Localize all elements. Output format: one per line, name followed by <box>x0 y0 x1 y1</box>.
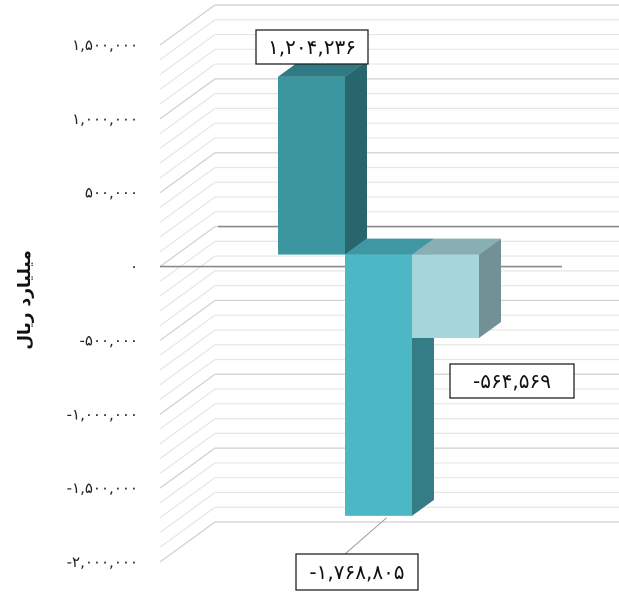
minor-gridline-side <box>159 93 216 135</box>
major-gridline-side <box>159 373 216 415</box>
minor-gridline-side <box>159 344 216 386</box>
minor-gridline-side <box>159 403 216 445</box>
minor-gridline-side <box>159 477 216 519</box>
major-gridline-side <box>159 78 216 120</box>
minor-gridline-side <box>159 211 216 253</box>
minor-gridline-side <box>159 285 216 327</box>
data-labels: ۱,۲۰۴,۲۳۶ -۱,۷۶۸,۸۰۵ -۵۶۴,۵۶۹ <box>255 29 575 591</box>
bars <box>278 60 501 516</box>
y-tick-label: -۲,۰۰۰,۰۰۰ <box>67 553 138 571</box>
minor-gridline-side <box>159 388 216 430</box>
bar-side <box>479 238 501 338</box>
y-tick-label: ۰ <box>130 258 138 276</box>
minor-gridline-side <box>159 270 216 312</box>
data-label-text: ۱,۲۰۴,۲۳۶ <box>268 35 356 59</box>
major-gridline-side <box>159 447 216 489</box>
leader-line <box>344 517 387 555</box>
bar-front <box>278 76 345 255</box>
y-tick-label: ۱,۰۰۰,۰۰۰ <box>72 110 138 128</box>
minor-gridline-side <box>159 196 216 238</box>
minor-gridline-side <box>159 418 216 460</box>
bar-top <box>278 60 367 77</box>
minor-gridline-side <box>159 137 216 179</box>
major-gridline-side <box>159 4 216 46</box>
major-gridline-side <box>159 521 216 563</box>
data-label-3: -۵۶۴,۵۶۹ <box>449 363 575 399</box>
y-tick-label: ۵۰۰,۰۰۰ <box>85 184 138 202</box>
minor-gridline-side <box>159 19 216 61</box>
minor-gridline-side <box>159 122 216 164</box>
data-label-2: -۱,۷۶۸,۸۰۵ <box>295 517 419 591</box>
minor-gridline-side <box>159 432 216 474</box>
minor-gridline-side <box>159 240 216 282</box>
data-label-box <box>295 553 419 591</box>
data-label-text: -۱,۷۶۸,۸۰۵ <box>309 560 404 584</box>
minor-gridline-side <box>159 506 216 548</box>
minor-gridline-side <box>159 34 216 76</box>
minor-gridline-side <box>159 462 216 504</box>
data-label-box <box>449 363 575 399</box>
y-tick-label: -۱,۰۰۰,۰۰۰ <box>67 405 138 423</box>
minor-gridline-side <box>159 329 216 371</box>
minor-gridline-side <box>159 255 216 297</box>
minor-gridline-side <box>159 491 216 533</box>
major-gridline-side <box>159 299 216 341</box>
minor-gridline-side <box>159 314 216 356</box>
bar-side <box>345 60 367 255</box>
y-tick-labels: ۱,۵۰۰,۰۰۰ ۱,۰۰۰,۰۰۰ ۵۰۰,۰۰۰ ۰ -۵۰۰,۰۰۰ -۱,۰۰۰… <box>67 36 138 571</box>
minor-gridline-side <box>159 167 216 208</box>
y-axis-label: میلیارد ریال <box>15 250 35 349</box>
bar-front <box>345 254 412 516</box>
major-gridline-side <box>159 152 216 194</box>
y-tick-label: -۱,۵۰۰,۰۰۰ <box>67 479 138 497</box>
minor-gridline-side <box>159 359 216 400</box>
y-tick-label: -۵۰۰,۰۰۰ <box>79 331 138 349</box>
bar-3 <box>412 238 501 338</box>
data-label-1: ۱,۲۰۴,۲۳۶ <box>255 29 369 65</box>
minor-gridline-side <box>159 107 216 149</box>
bar-top <box>412 238 501 255</box>
minor-gridline-side <box>159 48 216 90</box>
bar-top <box>345 238 434 255</box>
y-tick-label: ۱,۵۰۰,۰۰۰ <box>72 36 138 54</box>
minor-gridline-side <box>159 63 216 105</box>
bar-front <box>412 254 479 338</box>
minor-gridline-side <box>159 181 216 223</box>
data-label-box <box>255 29 369 65</box>
bar-1 <box>278 60 367 255</box>
data-label-text: -۵۶۴,۵۶۹ <box>473 369 551 393</box>
major-gridline-side <box>159 226 216 268</box>
